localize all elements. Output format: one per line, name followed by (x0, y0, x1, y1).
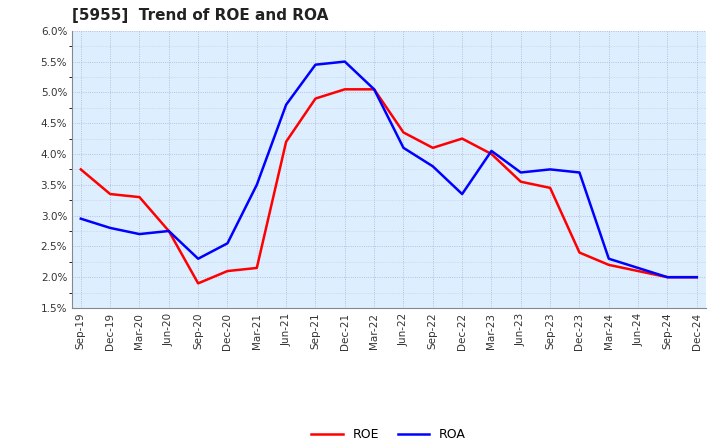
ROA (341, 59, 349, 64)
ROE (487, 151, 496, 157)
Legend: ROE, ROA: ROE, ROA (307, 423, 471, 440)
ROE (575, 250, 584, 255)
ROE (282, 139, 290, 144)
ROA (223, 241, 232, 246)
Text: [5955]  Trend of ROE and ROA: [5955] Trend of ROE and ROA (72, 7, 328, 23)
ROE (546, 185, 554, 191)
ROE (399, 130, 408, 135)
ROE (135, 194, 144, 200)
ROA (399, 145, 408, 150)
ROE (693, 275, 701, 280)
ROE (253, 265, 261, 271)
ROE (194, 281, 202, 286)
ROA (106, 225, 114, 231)
ROE (516, 179, 525, 184)
ROA (428, 164, 437, 169)
ROA (370, 87, 379, 92)
ROA (311, 62, 320, 67)
ROE (106, 191, 114, 197)
ROE (605, 262, 613, 268)
ROA (634, 265, 642, 271)
Line: ROA: ROA (81, 62, 697, 277)
ROE (341, 87, 349, 92)
ROA (575, 170, 584, 175)
Line: ROE: ROE (81, 89, 697, 283)
ROE (223, 268, 232, 274)
ROA (194, 256, 202, 261)
ROE (458, 136, 467, 141)
ROA (546, 167, 554, 172)
ROE (164, 228, 173, 234)
ROA (76, 216, 85, 221)
ROA (164, 228, 173, 234)
ROA (693, 275, 701, 280)
ROA (663, 275, 672, 280)
ROE (311, 96, 320, 101)
ROA (253, 182, 261, 187)
ROA (135, 231, 144, 237)
ROE (428, 145, 437, 150)
ROE (663, 275, 672, 280)
ROE (76, 167, 85, 172)
ROE (634, 268, 642, 274)
ROA (282, 102, 290, 107)
ROE (370, 87, 379, 92)
ROA (605, 256, 613, 261)
ROA (458, 191, 467, 197)
ROA (487, 148, 496, 154)
ROA (516, 170, 525, 175)
